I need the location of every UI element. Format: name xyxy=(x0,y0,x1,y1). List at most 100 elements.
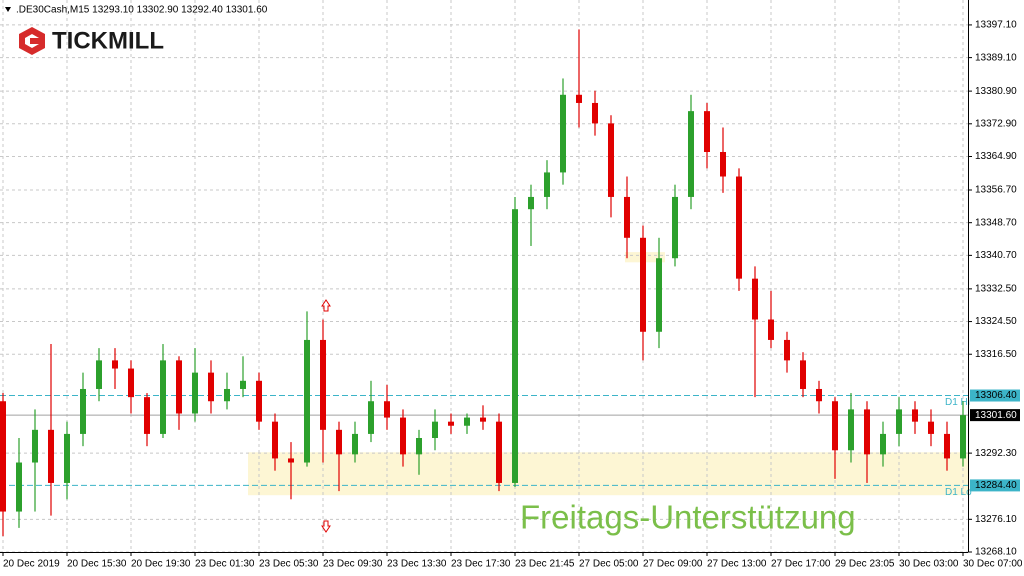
candle-body xyxy=(864,409,870,455)
price-line-label: D1 Hi xyxy=(945,397,970,408)
candle-body xyxy=(560,94,566,173)
candle-body xyxy=(192,372,198,414)
candle-body xyxy=(256,380,262,422)
y-tick-label: 13276.10 xyxy=(975,514,1017,525)
y-tick-label: 13389.10 xyxy=(975,52,1017,63)
x-tick-label: 23 Dec 01:30 xyxy=(195,559,255,570)
logo-icon xyxy=(19,27,45,55)
candle-body xyxy=(464,417,470,426)
candle-body xyxy=(752,278,758,320)
candle-body xyxy=(816,388,822,402)
candle-body xyxy=(80,388,86,434)
candle-body xyxy=(912,409,918,422)
candle-body xyxy=(944,433,950,459)
candle-body xyxy=(528,196,534,210)
candle-body xyxy=(320,339,326,430)
support-zone xyxy=(248,452,968,496)
candle-body xyxy=(832,401,838,451)
candle-body xyxy=(624,196,630,238)
candle-body xyxy=(288,458,294,463)
x-tick-label: 23 Dec 13:30 xyxy=(387,559,447,570)
x-tick-label: 27 Dec 09:00 xyxy=(643,559,703,570)
candle-body xyxy=(784,339,790,361)
x-tick-label: 23 Dec 17:30 xyxy=(451,559,511,570)
logo-text: TICKMILL xyxy=(52,27,164,54)
candle-body xyxy=(592,102,598,124)
y-tick-label: 13316.50 xyxy=(975,349,1017,360)
candle-body xyxy=(144,397,150,434)
y-tick-label: 13356.70 xyxy=(975,185,1017,196)
candle-body xyxy=(224,388,230,402)
candle-body xyxy=(496,421,502,483)
candle-body xyxy=(400,417,406,455)
plot-area: D1 Hi D1 Lo xyxy=(0,0,972,553)
candle-body xyxy=(608,123,614,197)
y-tick-label: 13340.70 xyxy=(975,250,1017,261)
candle-body xyxy=(384,401,390,418)
candle-body xyxy=(544,172,550,197)
candle-body xyxy=(672,196,678,259)
candle-body xyxy=(368,401,374,434)
y-tick-label: 13348.70 xyxy=(975,217,1017,228)
candle-body xyxy=(112,360,118,369)
candle-body xyxy=(160,360,166,434)
header: .DE30Cash,M15 13293.10 13302.90 13292.40… xyxy=(16,5,268,16)
x-tick-label: 29 Dec 23:05 xyxy=(835,559,895,570)
candle-body xyxy=(704,111,710,152)
x-tick-label: 27 Dec 05:00 xyxy=(579,559,639,570)
candle-body xyxy=(304,339,310,463)
annotation: Freitags-Unterstützung xyxy=(520,499,856,536)
candle-body xyxy=(32,429,38,463)
candle-body xyxy=(480,417,486,422)
candle-body xyxy=(96,360,102,389)
candle-body xyxy=(48,429,54,483)
candle-body xyxy=(16,462,22,512)
candle-body xyxy=(720,151,726,177)
price-box xyxy=(970,409,1020,422)
y-tick-label: 13380.90 xyxy=(975,86,1017,97)
candle-body xyxy=(512,209,518,483)
candle-body xyxy=(64,433,70,483)
candle-body xyxy=(880,433,886,455)
y-tick-label: 13372.90 xyxy=(975,118,1017,129)
candle-body xyxy=(240,380,246,389)
candle-body xyxy=(352,433,358,455)
candle-body xyxy=(688,111,694,197)
x-tick-label: 23 Dec 21:45 xyxy=(515,559,575,570)
candle-body xyxy=(208,372,214,402)
x-tick-label: 23 Dec 05:30 xyxy=(259,559,319,570)
candle-body xyxy=(848,409,854,451)
price-line-label: D1 Lo xyxy=(945,487,972,498)
price-box-label: 13301.60 xyxy=(975,410,1017,421)
candle-body xyxy=(176,360,182,414)
menu-triangle xyxy=(5,7,11,12)
candle-body xyxy=(800,360,806,389)
x-tick-label: 20 Dec 19:30 xyxy=(131,559,191,570)
candle-body xyxy=(656,258,662,332)
y-tick-label: 13332.50 xyxy=(975,284,1017,295)
price-box-label: 13306.40 xyxy=(975,390,1017,401)
candle-body xyxy=(736,176,742,279)
price-box xyxy=(970,479,1020,492)
price-box xyxy=(970,389,1020,402)
y-tick-label: 13324.50 xyxy=(975,316,1017,327)
candle-body xyxy=(432,421,438,439)
candle-body xyxy=(768,319,774,340)
price-box-label: 13284.40 xyxy=(975,480,1017,491)
x-tick-label: 20 Dec 15:30 xyxy=(67,559,127,570)
candle-body xyxy=(448,421,454,426)
up-arrow-icon xyxy=(321,299,331,312)
x-tick-label: 30 Dec 03:00 xyxy=(899,559,959,570)
x-tick-label: 27 Dec 17:00 xyxy=(771,559,831,570)
y-tick-label: 13364.90 xyxy=(975,151,1017,162)
down-arrow-icon xyxy=(321,520,331,533)
x-tick-label: 27 Dec 13:00 xyxy=(707,559,767,570)
candle-body xyxy=(128,368,134,398)
candle-body xyxy=(640,237,646,332)
y-tick-label: 13292.30 xyxy=(975,448,1017,459)
y-tick-label: 13397.10 xyxy=(975,20,1017,31)
x-tick-label: 30 Dec 07:00 xyxy=(963,559,1023,570)
candle-body xyxy=(896,409,902,434)
candle-body xyxy=(576,94,582,103)
x-tick-label: 23 Dec 09:30 xyxy=(323,559,383,570)
